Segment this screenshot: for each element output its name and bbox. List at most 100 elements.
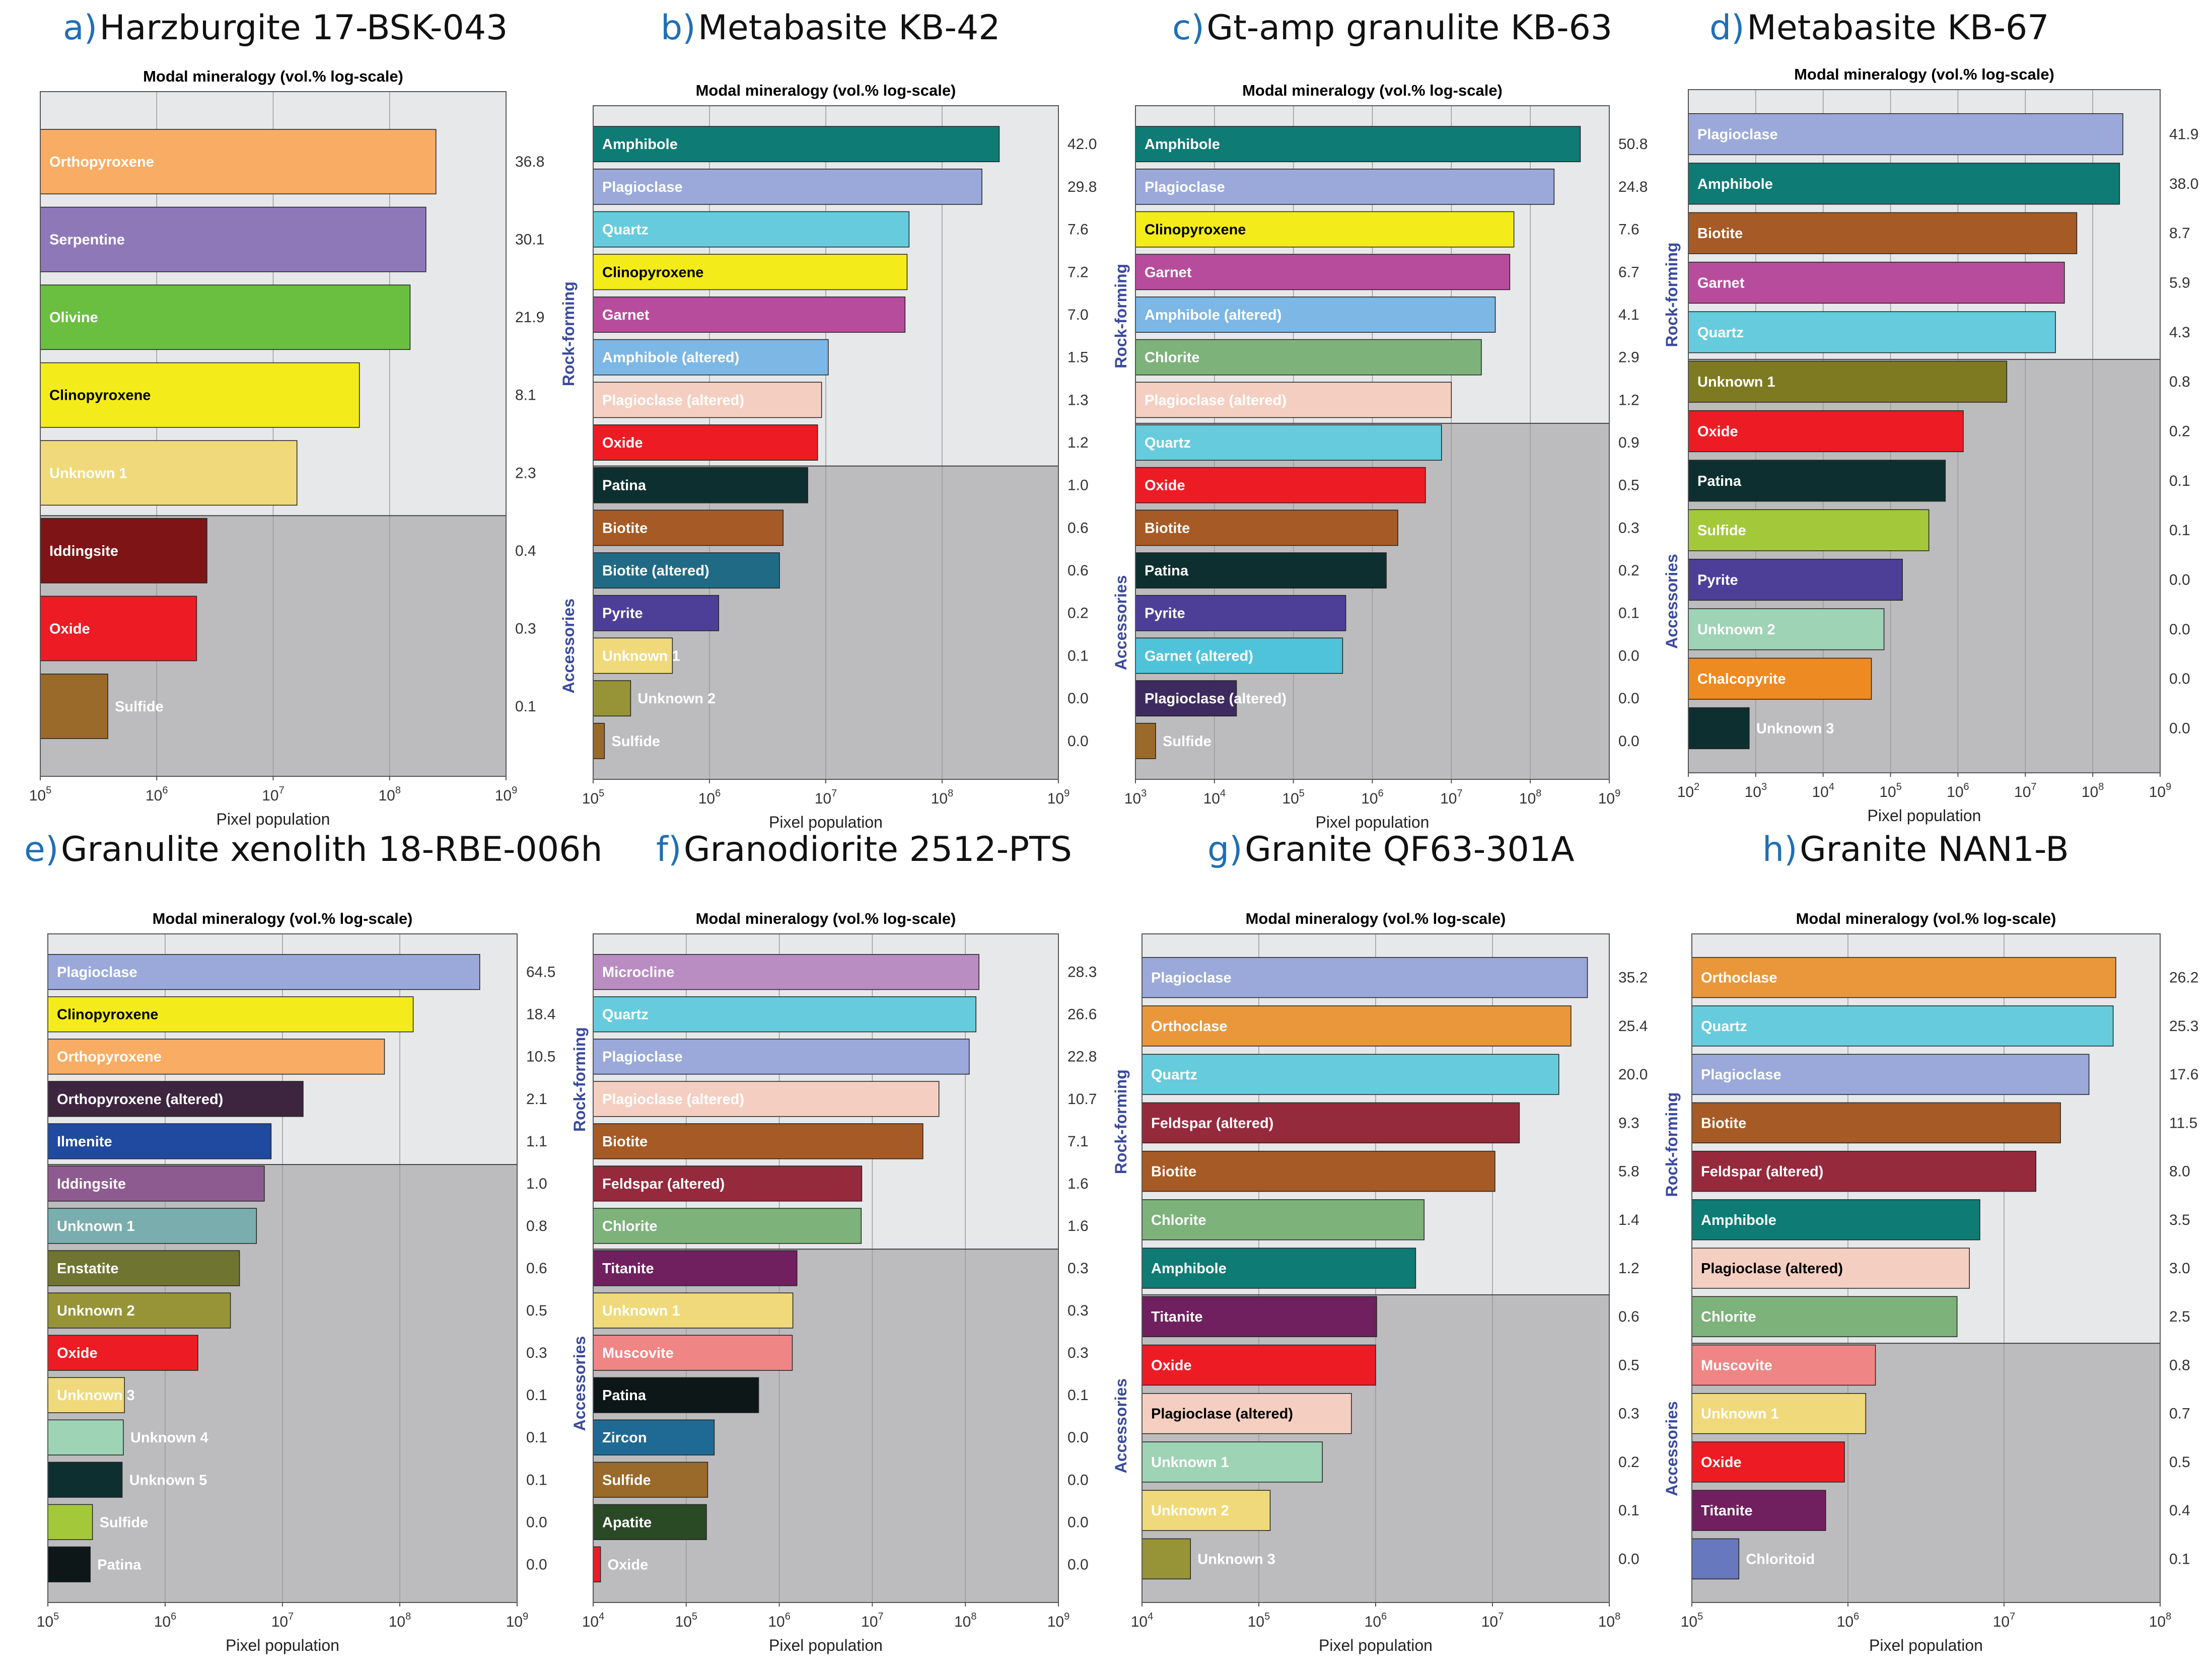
vol-pct-label: 30.1 [515, 232, 544, 248]
x-tick-label: 105 [1681, 1611, 1703, 1630]
vol-pct-label: 35.2 [1618, 970, 1648, 986]
panel-letter: f) [656, 830, 681, 869]
bar [1141, 1248, 1416, 1289]
bar [1141, 1102, 1520, 1143]
bar [593, 1081, 940, 1117]
bar-label: Unknown 1 [49, 465, 127, 481]
chart-title: Modal mineralogy (vol.% log-scale) [153, 910, 413, 927]
bar-label: Oxide [1145, 478, 1185, 494]
panel-c: c) Gt-amp granulite KB-63 Modal mineralog… [1124, 8, 1681, 831]
bar [47, 1335, 198, 1371]
panel-heading: g) Granite QF63-301A [1207, 830, 1575, 869]
bar-label: Oxide [49, 621, 90, 637]
vol-pct-label: 0.0 [526, 1514, 547, 1530]
bar-label: Unknown 3 [57, 1388, 135, 1404]
x-tick-label: 104 [1812, 781, 1834, 800]
bar [40, 129, 437, 194]
panel-name: Granulite xenolith 18-RBE-006h [61, 830, 603, 869]
x-axis-label: Pixel population [226, 1636, 339, 1654]
x-tick-label: 107 [271, 1611, 294, 1630]
vol-pct-label: 50.8 [1618, 136, 1648, 153]
bar [1688, 460, 1946, 502]
vol-pct-label: 2.9 [1618, 349, 1639, 366]
bar-label: Garnet [1697, 275, 1745, 291]
bar-label: Amphibole [602, 136, 678, 153]
bar [47, 1419, 124, 1455]
vol-pct-label: 26.2 [2169, 970, 2198, 986]
bar-label: Biotite [602, 520, 648, 536]
bar-label: Amphibole [1701, 1212, 1776, 1228]
vol-pct-label: 22.8 [1067, 1049, 1097, 1065]
bar-label: Unknown 3 [1756, 721, 1834, 737]
x-tick-label: 108 [931, 788, 954, 807]
x-tick-label: 107 [2014, 781, 2037, 800]
chart-title: Modal mineralogy (vol.% log-scale) [696, 82, 956, 99]
bar [1135, 211, 1515, 248]
bar [47, 1208, 257, 1244]
group-label-accessories: Accessories [1112, 1378, 1130, 1474]
bar [593, 1462, 708, 1498]
bar-label: Garnet (altered) [1145, 648, 1253, 664]
panel-heading: d) Metabasite KB-67 [1709, 8, 2049, 48]
bar [593, 254, 908, 290]
bar-label: Chlorite [1145, 350, 1200, 366]
vol-pct-label: 0.0 [1067, 1556, 1089, 1573]
bar [1141, 1054, 1559, 1095]
bar-label: Unknown 2 [637, 691, 716, 707]
bar-label: Biotite [602, 1134, 648, 1150]
bar [1688, 410, 1964, 453]
bar [1135, 552, 1387, 589]
bar-label: Clinopyroxene [57, 1007, 158, 1023]
bar-label: Oxide [1151, 1357, 1192, 1373]
bar-label: Apatite [602, 1514, 652, 1530]
vol-pct-label: 17.6 [2169, 1066, 2198, 1083]
vol-pct-label: 0.0 [2169, 720, 2190, 737]
bar [593, 1208, 862, 1244]
panel-name: Granite NAN1-B [1800, 830, 2069, 869]
x-tick-label: 106 [1837, 1611, 1860, 1630]
vol-pct-label: 24.8 [1618, 179, 1648, 195]
vol-pct-label: 3.0 [2169, 1260, 2190, 1277]
x-tick-label: 104 [1131, 1611, 1154, 1630]
bar-label: Plagioclase (altered) [1701, 1261, 1843, 1277]
vol-pct-label: 10.7 [1067, 1091, 1097, 1108]
bar-label: Chlorite [1701, 1309, 1756, 1325]
vol-pct-label: 25.4 [1618, 1018, 1648, 1035]
vol-pct-label: 0.6 [526, 1260, 547, 1277]
bar-label: Unknown 4 [130, 1430, 208, 1446]
bar-label: Patina [97, 1557, 141, 1573]
panel-letter: c) [1172, 8, 1204, 48]
bar-label: Sulfide [1163, 734, 1211, 750]
bar-label: Plagioclase [1151, 970, 1232, 986]
plot-frame [1688, 89, 2161, 773]
vol-pct-label: 0.0 [2169, 671, 2190, 687]
vol-pct-label: 11.5 [2169, 1115, 2197, 1131]
panel-a: a) Harzburgite 17-BSK-043 Modal mineralog… [29, 8, 578, 828]
bar [1688, 707, 1750, 750]
vol-pct-label: 0.1 [526, 1387, 547, 1404]
vol-pct-label: 21.9 [515, 309, 544, 326]
x-tick-label: 105 [37, 1611, 59, 1630]
bar-label: Chalcopyrite [1697, 671, 1786, 687]
bar [47, 1462, 123, 1498]
bar-label: Orthoclase [1701, 970, 1777, 986]
x-tick-label: 108 [954, 1611, 977, 1630]
bar-label: Clinopyroxene [602, 264, 703, 280]
bar-label: Plagioclase (altered) [602, 1091, 744, 1108]
bar-label: Unknown 1 [602, 648, 680, 664]
vol-pct-label: 0.1 [515, 698, 536, 715]
bar-label: Serpentine [49, 232, 125, 248]
vol-pct-label: 0.8 [2169, 1357, 2190, 1373]
bar-label: Chlorite [602, 1218, 658, 1234]
bar [1691, 1248, 1970, 1289]
vol-pct-label: 5.9 [2169, 275, 2190, 291]
vol-pct-label: 1.3 [1067, 392, 1089, 408]
x-axis-label: Pixel population [1869, 1636, 1983, 1654]
vol-pct-label: 26.6 [1067, 1006, 1097, 1023]
vol-pct-label: 0.3 [526, 1345, 547, 1361]
panel-f: f) Granodiorite 2512-PTS Modal mineralogy… [582, 830, 1130, 1654]
x-tick-label: 105 [1282, 788, 1305, 807]
vol-pct-label: 1.6 [1067, 1176, 1089, 1192]
bar-label: Plagioclase [1145, 179, 1225, 195]
